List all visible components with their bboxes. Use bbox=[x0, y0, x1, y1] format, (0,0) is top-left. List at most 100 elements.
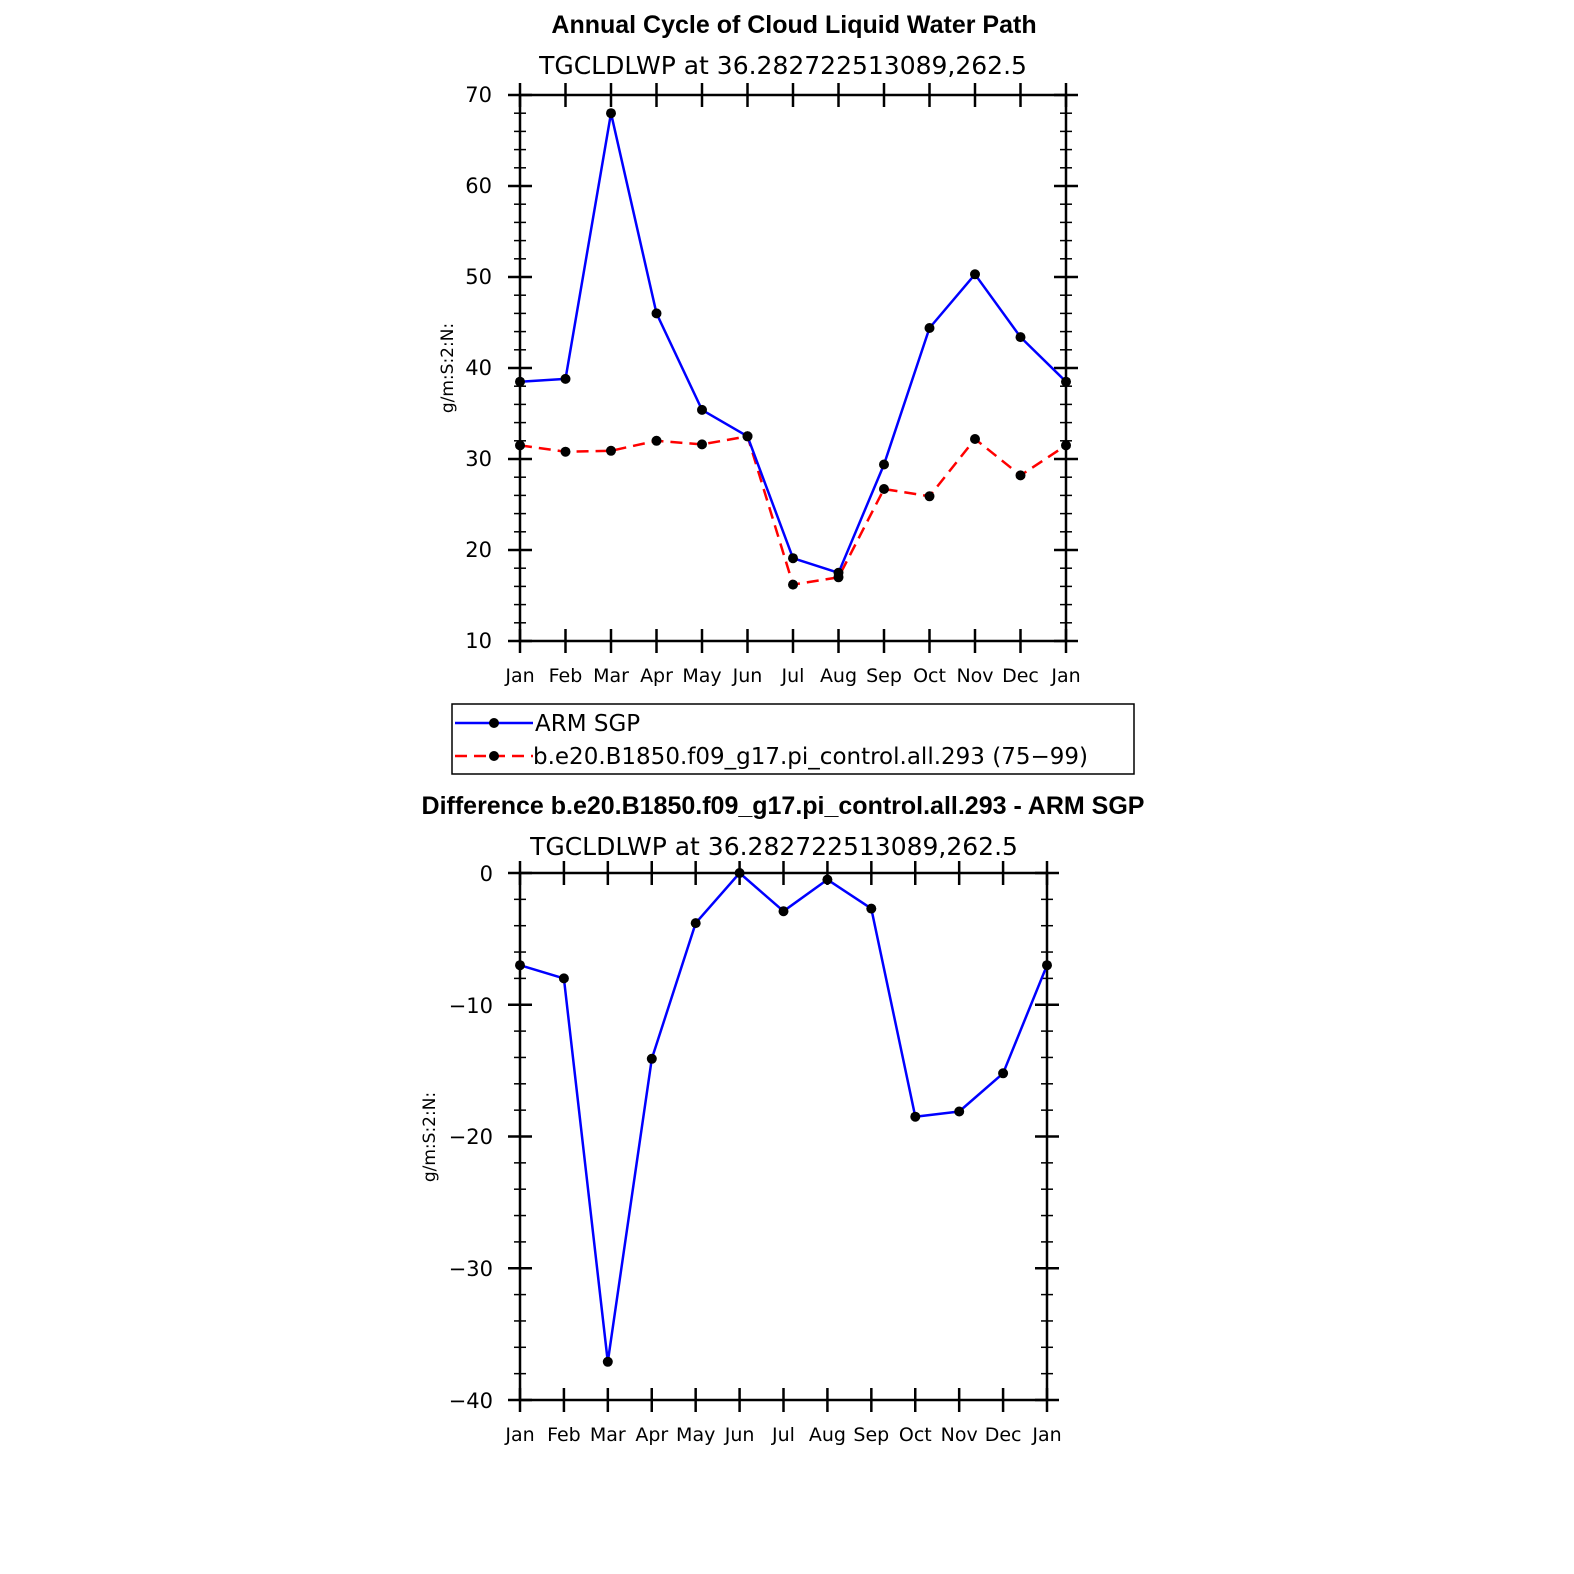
panel1-series-0-point bbox=[697, 404, 707, 415]
panel1-series-0-point bbox=[833, 567, 844, 578]
panel1-series-0-point bbox=[788, 553, 798, 564]
panel2-xtick-label: May bbox=[676, 1424, 715, 1446]
panel1-series-1-point bbox=[651, 435, 662, 446]
panel1-series bbox=[515, 108, 1071, 590]
panel2-xtick-label: Sep bbox=[853, 1424, 889, 1446]
panel2-x-tick-labels: Jan Feb Mar Apr May Jun Jul Aug Sep Oct … bbox=[504, 1424, 1061, 1446]
panel1-series-1-point bbox=[560, 446, 571, 457]
panel2-y-axis-label: g/m:S:2:N: bbox=[420, 1092, 440, 1182]
panel1-ytick-label: 50 bbox=[465, 265, 492, 289]
panel2-series-0-point bbox=[690, 918, 701, 929]
panel2-series-0-point bbox=[998, 1068, 1009, 1079]
panel2-xtick-label: Dec bbox=[985, 1424, 1022, 1446]
panel1-series-0-point bbox=[560, 373, 571, 384]
panel2-ytick-label: −40 bbox=[449, 1389, 493, 1413]
panel1-ytick-label: 40 bbox=[465, 356, 492, 380]
panel1-xtick-label: Apr bbox=[640, 665, 673, 687]
panel1-xtick-label: Aug bbox=[820, 665, 857, 687]
panel1-xtick-label: Jan bbox=[1050, 665, 1080, 687]
panel1-series-1-point bbox=[970, 434, 980, 444]
panel2-xtick-label: Feb bbox=[547, 1424, 581, 1446]
panel2-series-0-point bbox=[1042, 960, 1052, 971]
panel2-series-0-point bbox=[910, 1111, 921, 1122]
panel2-ticks bbox=[508, 861, 1059, 1412]
panel1-series-0-point bbox=[651, 308, 662, 319]
panel1-series-0-point bbox=[606, 108, 616, 119]
legend: ARM SGP b.e20.B1850.f09_g17.pi_control.a… bbox=[451, 703, 1135, 775]
panel2-y-tick-labels: −40 −30 −20 −10 0 bbox=[449, 862, 493, 1413]
panel2-series bbox=[515, 868, 1052, 1367]
annual-cycle-panel: Annual Cycle of Cloud Liquid Water Path … bbox=[438, 11, 1135, 775]
panel1-ytick-label: 10 bbox=[465, 629, 492, 653]
panel1-xtick-label: Jul bbox=[781, 665, 805, 687]
panel1-xtick-label: Nov bbox=[956, 665, 993, 687]
panel2-series-0-point bbox=[515, 960, 525, 971]
panel1-ticks bbox=[508, 83, 1078, 653]
panel1-x-tick-labels: Jan Feb Mar Apr May Jun Jul Aug Sep Oct … bbox=[504, 665, 1080, 687]
panel2-series-0-point bbox=[866, 903, 877, 914]
panel1-series-0-point bbox=[1015, 332, 1026, 343]
panel1-series-1-point bbox=[515, 440, 525, 451]
panel2-series-line-0 bbox=[519, 871, 1049, 1364]
legend-arm-label: ARM SGP bbox=[535, 711, 640, 737]
panel1-xtick-label: Jun bbox=[732, 665, 763, 687]
legend-frame bbox=[451, 703, 1135, 775]
panel1-subtitle: TGCLDLWP at 36.282722513089,262.5 bbox=[538, 51, 1027, 80]
panel1-series-1-point bbox=[1015, 470, 1026, 481]
panel1-series-0-point bbox=[742, 431, 753, 442]
panel1-title: Annual Cycle of Cloud Liquid Water Path bbox=[551, 11, 1036, 39]
panel1-y-axis-label: g/m:S:2:N: bbox=[438, 323, 458, 413]
panel2-xtick-label: Nov bbox=[941, 1424, 978, 1446]
panel1-series-1-point bbox=[788, 579, 798, 590]
panel1-series-1-point bbox=[924, 491, 935, 502]
legend-arm-marker bbox=[489, 718, 499, 728]
panel1-xtick-label: Feb bbox=[549, 665, 583, 687]
panel2-series-0-point bbox=[558, 973, 569, 984]
panel2-subtitle: TGCLDLWP at 36.282722513089,262.5 bbox=[529, 832, 1018, 861]
panel2-ytick-label: −30 bbox=[449, 1257, 493, 1281]
panel1-series-1-point bbox=[1061, 440, 1071, 451]
panel2-series-0-point bbox=[602, 1356, 613, 1367]
panel2-plot-frame bbox=[518, 871, 1049, 1402]
panel2-xtick-label: Apr bbox=[635, 1424, 668, 1446]
panel2-series-0-point bbox=[734, 868, 745, 878]
panel1-series-1-point bbox=[697, 439, 707, 450]
panel2-xtick-label: Aug bbox=[809, 1424, 846, 1446]
panel2-series-0-point bbox=[646, 1053, 657, 1064]
panel2-xtick-label: Jul bbox=[771, 1424, 795, 1446]
panel1-series-0-point bbox=[515, 376, 525, 387]
panel2-xtick-label: Jun bbox=[724, 1424, 755, 1446]
panel1-series-line-0 bbox=[519, 111, 1067, 575]
panel1-ytick-label: 70 bbox=[465, 83, 492, 107]
panel2-xtick-label: Jan bbox=[504, 1424, 534, 1446]
panel1-xtick-label: Oct bbox=[913, 665, 946, 687]
panel1-xtick-label: Jan bbox=[504, 665, 534, 687]
panel1-xtick-label: May bbox=[682, 665, 721, 687]
panel2-series-0-point bbox=[954, 1106, 965, 1117]
panel2-title: Difference b.e20.B1850.f09_g17.pi_contro… bbox=[422, 792, 1145, 820]
panel2-ytick-label: −20 bbox=[449, 1125, 493, 1149]
panel1-series-0-point bbox=[879, 459, 889, 470]
panel1-series-1-point bbox=[879, 484, 889, 494]
panel1-series-0-point bbox=[970, 269, 980, 280]
panel1-series-0-point bbox=[1061, 376, 1071, 387]
legend-model-marker bbox=[489, 751, 499, 761]
panel2-xtick-label: Mar bbox=[590, 1424, 626, 1446]
panel2-ytick-label: −10 bbox=[449, 994, 493, 1018]
panel2-series-0-point bbox=[778, 906, 789, 917]
panel1-series-1-point bbox=[606, 445, 616, 456]
panel2-xtick-label: Jan bbox=[1031, 1424, 1061, 1446]
panel1-ytick-label: 60 bbox=[465, 174, 492, 198]
panel1-series-0-point bbox=[924, 323, 935, 333]
legend-model-label: b.e20.B1850.f09_g17.pi_control.all.293 (… bbox=[533, 744, 1088, 770]
panel1-xtick-label: Mar bbox=[593, 665, 629, 687]
panel1-xtick-label: Sep bbox=[866, 665, 902, 687]
panel2-xtick-label: Oct bbox=[899, 1424, 932, 1446]
panel1-ytick-label: 30 bbox=[465, 447, 492, 471]
difference-panel: Difference b.e20.B1850.f09_g17.pi_contro… bbox=[420, 792, 1144, 1446]
panel2-ytick-label: 0 bbox=[480, 862, 493, 886]
panel1-xtick-label: Dec bbox=[1002, 665, 1039, 687]
panel2-series-0-point bbox=[822, 874, 833, 885]
panel1-y-tick-labels: 10 20 30 40 50 60 70 bbox=[465, 83, 492, 653]
